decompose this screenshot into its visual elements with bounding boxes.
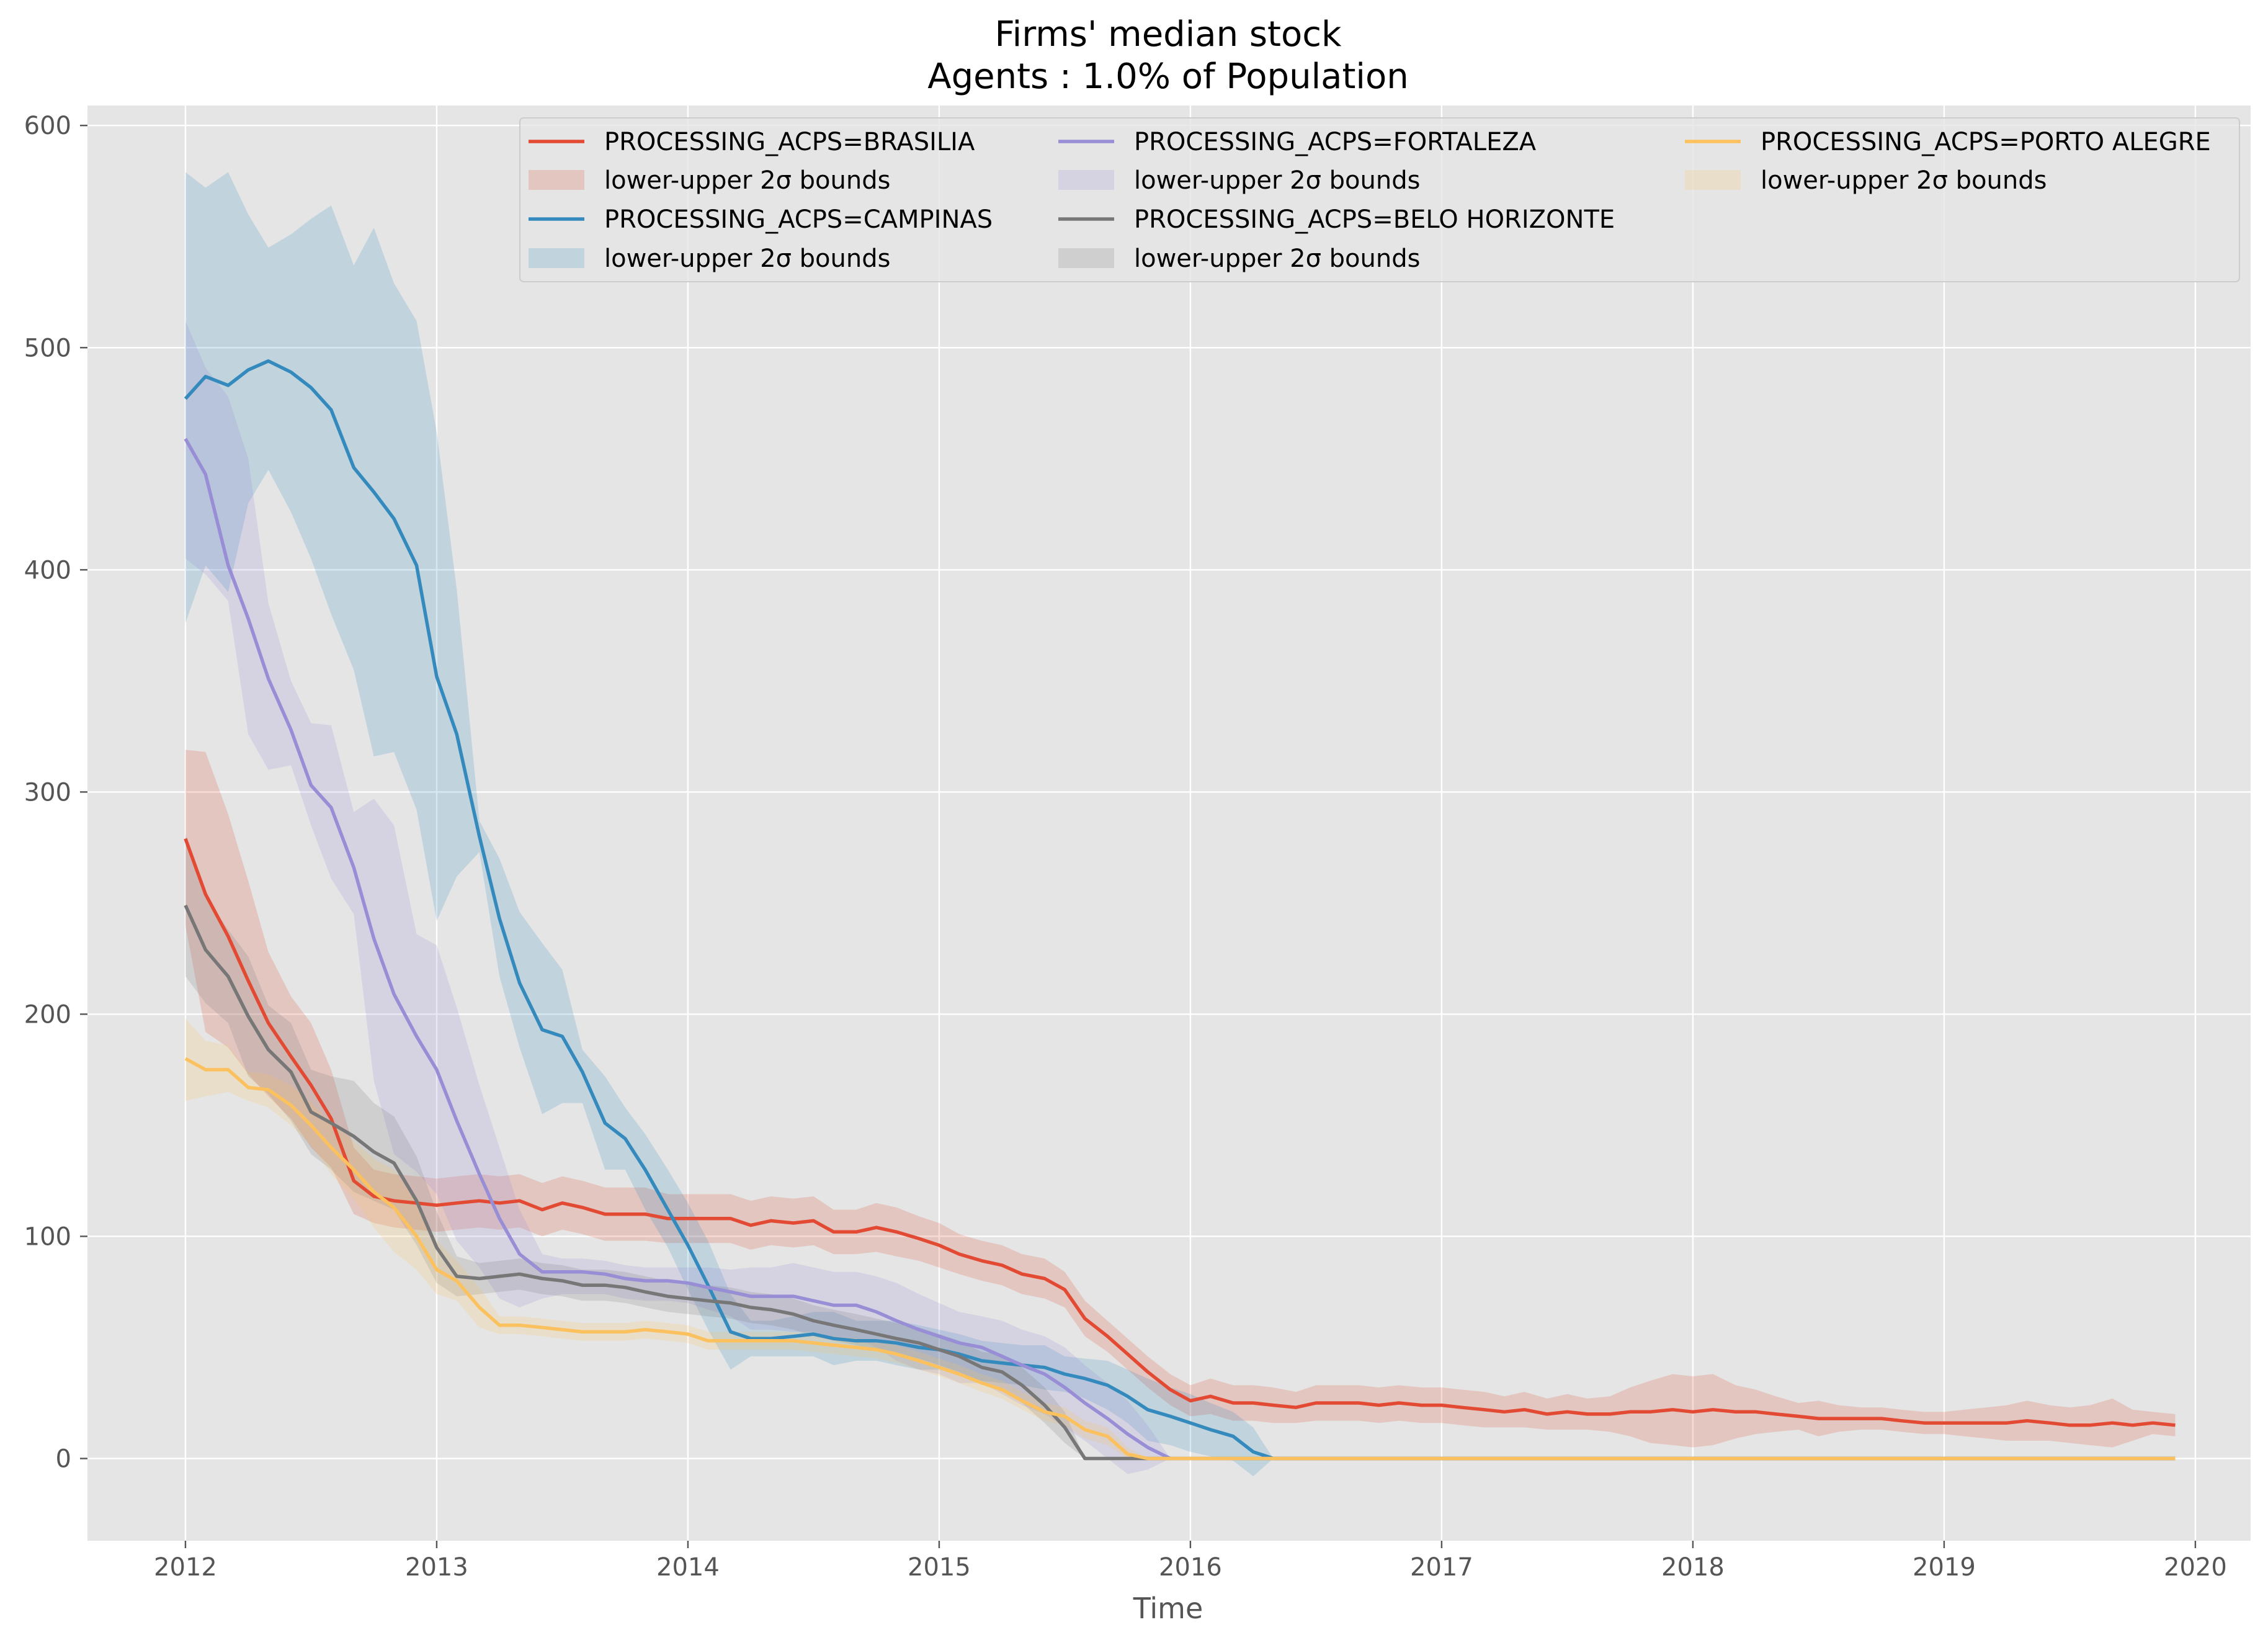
y-tick-label: 400 [24, 556, 71, 585]
legend-label: PROCESSING_ACPS=CAMPINAS [604, 205, 993, 234]
y-axis: 0 100 200 300 400 500 600 [24, 112, 87, 1474]
x-tick-label: 2018 [1661, 1553, 1725, 1582]
legend-band-swatch [529, 248, 584, 268]
plot-background [87, 105, 2251, 1541]
legend-band-swatch [529, 170, 584, 190]
legend-box [519, 117, 2240, 282]
x-tick-label: 2017 [1410, 1553, 1473, 1582]
x-axis-label: Time [1133, 1592, 1203, 1625]
y-tick-label: 0 [56, 1445, 71, 1474]
band-processing-acps-campinas [185, 172, 2176, 1477]
legend-label: lower-upper 2σ bounds [1134, 244, 1420, 273]
series-line-processing-acps-fortaleza [184, 437, 1171, 1460]
legend-label: lower-upper 2σ bounds [604, 166, 890, 195]
chart-subtitle: Agents : 1.0% of Population [927, 56, 1408, 97]
legend-label: lower-upper 2σ bounds [1761, 166, 2047, 195]
y-tick-label: 100 [24, 1222, 71, 1251]
y-tick-label: 200 [24, 1000, 71, 1029]
legend-label: PROCESSING_ACPS=FORTALEZA [1134, 128, 1537, 156]
x-tick-label: 2020 [2164, 1553, 2227, 1582]
series-line-processing-acps-porto-alegre [184, 1057, 2176, 1461]
x-tick-label: 2014 [656, 1553, 720, 1582]
y-tick-label: 600 [24, 112, 71, 140]
legend-band-swatch [1058, 248, 1114, 268]
legend: PROCESSING_ACPS=BRASILIA lower-upper 2σ b… [519, 117, 2240, 282]
chart-title: Firms' median stock [995, 14, 1342, 55]
x-tick-label: 2012 [154, 1553, 217, 1582]
legend-label: lower-upper 2σ bounds [604, 244, 890, 273]
legend-label: PROCESSING_ACPS=BELO HORIZONTE [1134, 205, 1615, 234]
band-processing-acps-belo-horizonte [185, 834, 2176, 1459]
band-processing-acps-fortaleza [185, 321, 1171, 1474]
legend-label: lower-upper 2σ bounds [1134, 166, 1420, 195]
legend-label: PROCESSING_ACPS=PORTO ALEGRE [1761, 128, 2211, 156]
y-tick-label: 300 [24, 778, 71, 807]
x-tick-label: 2013 [405, 1553, 468, 1582]
legend-band-swatch [1685, 170, 1741, 190]
x-tick-label: 2016 [1159, 1553, 1222, 1582]
x-tick-label: 2015 [908, 1553, 971, 1582]
series-line-processing-acps-brasilia [184, 838, 2176, 1427]
x-axis: 2012 2013 2014 2015 2016 2017 2018 2019 2020 [154, 1541, 2227, 1582]
legend-band-swatch [1058, 170, 1114, 190]
plot-area [87, 105, 2251, 1541]
x-tick-label: 2019 [1913, 1553, 1976, 1582]
legend-label: PROCESSING_ACPS=BRASILIA [604, 128, 975, 156]
y-tick-label: 500 [24, 334, 71, 362]
